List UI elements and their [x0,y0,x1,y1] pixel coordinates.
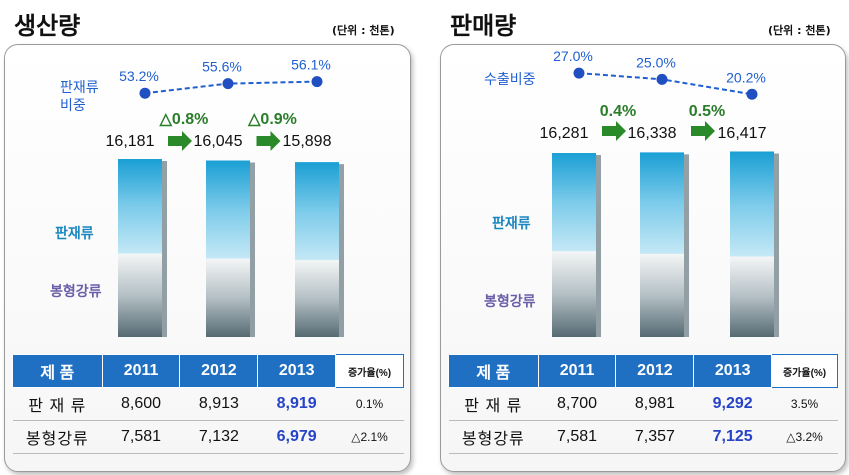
cell-2012: 7,357 [615,420,694,454]
bar-segment-bar-section [206,258,250,337]
row-label: 판 재 류 [448,387,539,421]
ratio-label: 55.6% [202,59,242,75]
bar-segment-bar-section [552,251,596,337]
ratio-point [222,78,234,90]
bar-segment-bar-section [118,253,162,337]
bar-segment-plate [118,159,162,254]
total-label: 16,338 [628,125,677,142]
ratio-point [746,88,758,100]
cell-growth-rate: 0.1% [335,387,404,421]
ratio-axis-label: 판재류 [60,80,99,96]
total-label: 16,181 [106,133,155,150]
table-header-row: 제 품 2011 2012 2013 증가율(%) [12,354,404,388]
bar-segment-bar-section [295,260,339,337]
unit-label-production: (단위 : 천톤) [332,24,395,37]
header-2013: 2013 [693,354,773,388]
header-2011: 2011 [101,354,181,388]
ratio-point [139,87,151,99]
unit-label-sales: (단위 : 천톤) [768,24,831,37]
table-header-row: 제 품 2011 2012 2013 증가율(%) [448,354,838,388]
bar-side-shade [774,153,779,337]
header-2012: 2012 [179,354,259,388]
cell-2013: 9,292 [693,387,772,421]
bar-side-shade [684,154,689,337]
ratio-label: 25.0% [636,54,676,70]
cell-2012: 7,132 [179,420,258,454]
bar-segment-bar-section [730,256,774,337]
growth-label: △0.8% [159,111,209,128]
growth-arrow-icon [168,131,192,151]
bar-side-shade [596,155,601,337]
bar-segment-plate [206,160,250,259]
cell-growth-rate: △2.1% [335,420,404,454]
segment-label-bottom: 봉형강류 [50,283,102,300]
cell-2013: 8,919 [257,387,336,421]
segment-label-bottom: 봉형강류 [484,293,536,310]
segment-label-top: 판재류 [492,216,531,232]
ratio-axis-label: 수출비중 [484,72,536,88]
header-product: 제 품 [12,354,103,388]
total-label: 15,898 [283,133,332,150]
bar-segment-plate [640,152,684,254]
table-row: 봉형강류 7,581 7,132 6,979 △2.1% [12,420,404,454]
growth-label: △0.9% [247,111,297,128]
table-row: 판 재 류 8,700 8,981 9,292 3.5% [448,387,838,421]
bar-side-shade [339,164,344,337]
ratio-label: 56.1% [291,57,331,73]
cell-2012: 8,913 [179,387,258,421]
bar-segment-plate [552,153,596,252]
total-label: 16,417 [718,125,767,142]
panel-title-sales: 판매량 [450,12,517,40]
segment-label-top: 판재류 [55,226,94,242]
bar-segment-plate [295,162,339,261]
row-label: 판 재 류 [12,387,103,421]
growth-arrow-icon [691,121,715,141]
header-growth-rate: 증가율(%) [335,354,404,388]
bar-segment-plate [730,151,774,257]
ratio-label: 20.2% [726,69,766,85]
cell-2013: 7,125 [693,420,772,454]
cell-2011: 7,581 [538,420,616,454]
bar-segment-bar-section [640,253,684,337]
cell-2011: 7,581 [102,420,180,454]
cell-2012: 8,981 [615,387,694,421]
header-2011: 2011 [537,354,617,388]
ratio-label: 53.2% [119,68,159,84]
cell-growth-rate: 3.5% [771,387,838,421]
ratio-point [573,67,585,79]
growth-label: 0.4% [600,103,636,120]
bar-side-shade [162,161,167,337]
row-label: 봉형강류 [448,420,539,454]
header-product: 제 품 [448,354,539,388]
ratio-label: 27.0% [553,48,593,64]
bar-side-shade [250,162,255,337]
ratio-axis-label-2: 비중 [60,98,86,114]
cell-2011: 8,600 [102,387,180,421]
table-row: 판 재 류 8,600 8,913 8,919 0.1% [12,387,404,421]
table-row: 봉형강류 7,581 7,357 7,125 △3.2% [448,420,838,454]
cell-2013: 6,979 [257,420,336,454]
header-growth-rate: 증가율(%) [771,354,838,388]
header-2012: 2012 [615,354,695,388]
row-label: 봉형강류 [12,420,103,454]
cell-growth-rate: △3.2% [771,420,838,454]
growth-arrow-icon [602,121,626,141]
ratio-point [311,76,323,88]
production-table: 제 품 2011 2012 2013 증가율(%) 판 재 류 8,600 8,… [12,354,404,454]
ratio-point [656,73,668,85]
cell-2011: 8,700 [538,387,616,421]
total-label: 16,045 [194,133,243,150]
total-label: 16,281 [540,125,589,142]
growth-arrow-icon [256,131,281,151]
panel-title-production: 생산량 [14,12,81,40]
growth-label: 0.5% [689,103,725,120]
sales-table: 제 품 2011 2012 2013 증가율(%) 판 재 류 8,700 8,… [448,354,838,454]
